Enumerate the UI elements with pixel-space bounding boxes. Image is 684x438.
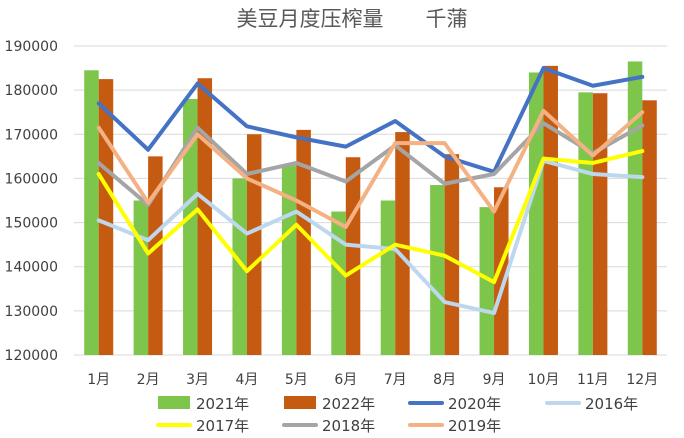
gridlines [74, 45, 667, 356]
bar-2021年 [578, 92, 593, 355]
y-tick-label: 190000 [5, 39, 58, 55]
x-tick-label: 2月 [137, 372, 160, 388]
line-series-2018年 [96, 121, 645, 207]
legend-label: 2017年 [196, 417, 249, 435]
x-tick-label: 12月 [626, 372, 658, 388]
x-tick-label: 4月 [235, 372, 258, 388]
x-tick-label: 1月 [87, 372, 110, 388]
x-tick-label: 6月 [334, 372, 357, 388]
bar-2021年 [479, 207, 495, 355]
y-axis-tick-labels: 190000 180000 170000 160000 150000 140000 1300… [5, 39, 58, 364]
bar-2022年 [296, 129, 311, 355]
legend-label: 2019年 [448, 417, 501, 435]
y-tick-label: 160000 [5, 171, 58, 187]
bar-2022年 [395, 132, 410, 355]
bar-2021年 [183, 98, 198, 355]
bar-2022年 [642, 100, 657, 355]
legend: 2021年 2022年 2020年 2016年 2017年 2018年 2019年 [156, 395, 638, 435]
x-tick-label: 7月 [384, 372, 407, 388]
bar-2021年 [430, 185, 445, 355]
legend-label: 2022年 [322, 395, 375, 413]
bar-2022年 [148, 156, 163, 355]
y-tick-label: 170000 [5, 127, 58, 143]
bar-2022年 [98, 79, 114, 355]
x-tick-label: 3月 [186, 372, 209, 388]
legend-label: 2018年 [322, 417, 375, 435]
line-series-2017年 [96, 149, 645, 285]
legend-swatch [158, 396, 190, 409]
bar-2021年 [627, 61, 643, 355]
x-tick-label: 5月 [285, 372, 308, 388]
bar-2021年 [380, 200, 396, 355]
bar-2021年 [133, 200, 149, 355]
bar-2021年 [528, 72, 544, 355]
line-series-2019年 [96, 108, 645, 229]
y-tick-label: 150000 [5, 216, 58, 232]
bar-2022年 [494, 187, 509, 355]
bar-2022年 [345, 157, 361, 355]
y-tick-label: 180000 [5, 83, 58, 99]
legend-label: 2021年 [196, 395, 249, 413]
bar-2022年 [543, 65, 558, 355]
legend-label: 2016年 [585, 395, 638, 413]
y-tick-label: 120000 [5, 348, 58, 364]
bar-2022年 [592, 93, 608, 356]
chart-title: 美豆月度压榨量 千蒲 [237, 7, 468, 31]
bars [84, 61, 657, 356]
legend-swatch [284, 396, 316, 409]
y-tick-label: 130000 [5, 304, 58, 320]
x-tick-label: 8月 [433, 372, 456, 388]
bar-2021年 [84, 70, 99, 356]
lines [96, 66, 645, 316]
x-axis-tick-labels: 1月 2月 3月 4月 5月 6月 7月 8月 9月 10月 11月 12月 [87, 372, 658, 388]
line-series-2016年 [96, 158, 645, 316]
bar-2022年 [246, 134, 262, 355]
x-tick-label: 11月 [577, 372, 609, 388]
x-tick-label: 10月 [528, 372, 560, 388]
line-series-2020年 [96, 66, 645, 174]
x-tick-label: 9月 [483, 372, 506, 388]
legend-label: 2020年 [448, 395, 501, 413]
bar-2021年 [331, 211, 346, 355]
y-tick-label: 140000 [5, 260, 58, 276]
